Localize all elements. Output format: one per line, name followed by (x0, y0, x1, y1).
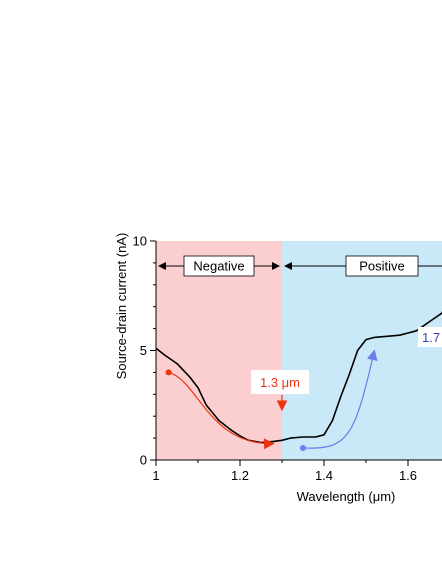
y-tick-label: 0 (140, 453, 147, 468)
long-wavelength-label: 1.7 (422, 330, 440, 345)
y-tick-label: 10 (133, 234, 147, 249)
region-headers: Negative Positive (158, 255, 442, 277)
region-positive (282, 241, 442, 460)
annotations-layer: 1.3 μm 1.7 (165, 327, 442, 451)
x-axis-label: Wavelength (μm) (297, 489, 396, 504)
series-layer (155, 311, 442, 444)
x-tick-label: 1 (152, 468, 159, 483)
regions-layer (156, 241, 442, 460)
axes: 0 5 10 1 1.2 1.4 1.6 (133, 234, 442, 483)
region-label-negative: Negative (193, 259, 244, 274)
cutoff-label-box (251, 370, 309, 394)
cutoff-label: 1.3 μm (260, 375, 300, 390)
series-line (155, 311, 442, 444)
region-label-box (345, 255, 419, 277)
long-wavelength-label-box (418, 327, 442, 347)
y-axis-label: Source-drain current (nA) (114, 233, 129, 380)
red-trend-arrow (168, 371, 275, 450)
x-tick-label: 1.2 (231, 468, 249, 483)
blue-trend-arrow (302, 349, 378, 449)
region-label-positive: Positive (359, 259, 405, 274)
y-tick-label: 5 (140, 343, 147, 358)
x-tick-label: 1.4 (315, 468, 333, 483)
region-label-box (183, 255, 255, 277)
x-tick-label: 1.6 (399, 468, 417, 483)
